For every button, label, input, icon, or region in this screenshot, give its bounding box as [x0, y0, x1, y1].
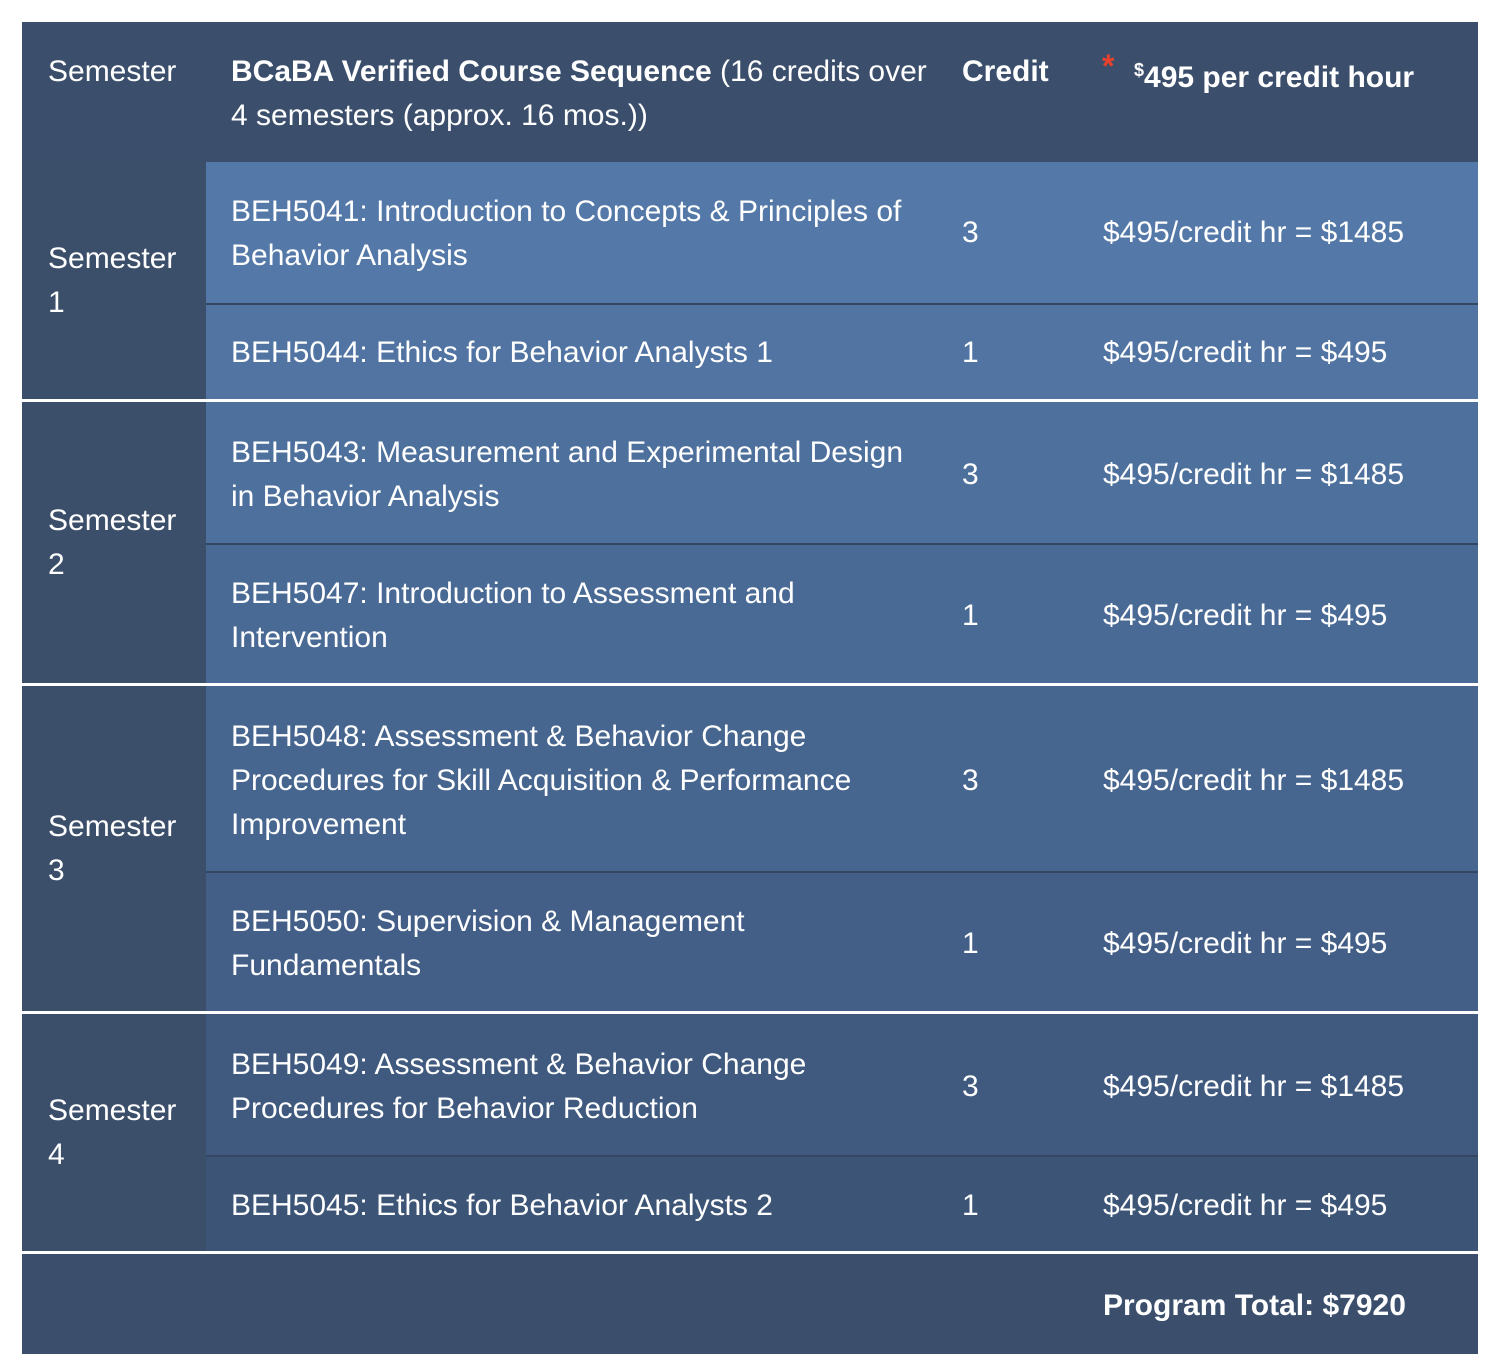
header-sequence-rest: (16 credits over 4 semesters (approx. 16… — [231, 55, 927, 132]
course-name: BEH5049: Assessment & Behavior Change Pr… — [231, 1048, 807, 1125]
table-row: BEH5048: Assessment & Behavior Change Pr… — [206, 686, 1478, 871]
course-credit: 3 — [962, 1070, 979, 1103]
table-row: BEH5043: Measurement and Experimental De… — [206, 402, 1478, 543]
course-name: BEH5045: Ethics for Behavior Analysts 2 — [231, 1189, 773, 1222]
course-credit: 3 — [962, 764, 979, 797]
course-cost: $495/credit hr = $1485 — [1103, 764, 1405, 797]
header-course-sequence: BCaBA Verified Course Sequence (16 credi… — [231, 50, 931, 138]
course-name: BEH5043: Measurement and Experimental De… — [231, 436, 904, 513]
header-semester: Semester — [48, 55, 177, 88]
course-credit: 1 — [962, 599, 979, 632]
course-cost: $495/credit hr = $495 — [1103, 1189, 1388, 1222]
course-cost: $495/credit hr = $495 — [1103, 336, 1388, 369]
course-table: Semester BCaBA Verified Course Sequence … — [22, 22, 1478, 1354]
semester-label: Semester 4 — [48, 1093, 177, 1171]
header-credit: Credit — [962, 55, 1049, 88]
course-cost: $495/credit hr = $1485 — [1103, 458, 1405, 491]
rate-asterisk: * — [1102, 48, 1115, 84]
header-row: Semester BCaBA Verified Course Sequence … — [22, 22, 1478, 162]
course-credit: 1 — [962, 1189, 979, 1222]
course-name: BEH5048: Assessment & Behavior Change Pr… — [231, 720, 852, 841]
semester-cell-2: Semester 2 — [22, 402, 206, 683]
semester-cell-1: Semester 1 — [22, 162, 206, 399]
course-cost: $495/credit hr = $1485 — [1103, 216, 1405, 249]
course-name: BEH5041: Introduction to Concepts & Prin… — [231, 195, 902, 272]
table-row: BEH5049: Assessment & Behavior Change Pr… — [206, 1014, 1478, 1155]
course-credit: 3 — [962, 216, 979, 249]
semester-divider — [22, 683, 1478, 686]
semester-label: Semester 1 — [48, 241, 177, 319]
semester-cell-3: Semester 3 — [22, 686, 206, 1011]
table-divider — [22, 1251, 1478, 1254]
table-row: BEH5045: Ethics for Behavior Analysts 2 … — [206, 1157, 1478, 1251]
course-cost: $495/credit hr = $495 — [1103, 927, 1388, 960]
program-total: Program Total: $7920 — [1103, 1289, 1406, 1322]
rate-text: 495 per credit hour — [1144, 61, 1415, 94]
course-credit: 1 — [962, 336, 979, 369]
semester-divider — [22, 1011, 1478, 1014]
table-row: BEH5041: Introduction to Concepts & Prin… — [206, 162, 1478, 303]
footer-row: Program Total: $7920 — [22, 1254, 1478, 1354]
semester-label: Semester 2 — [48, 503, 177, 581]
semester-cell-4: Semester 4 — [22, 1014, 206, 1251]
course-cost: $495/credit hr = $495 — [1103, 599, 1388, 632]
course-cost: $495/credit hr = $1485 — [1103, 1070, 1405, 1103]
course-credit: 3 — [962, 458, 979, 491]
semester-divider — [22, 399, 1478, 402]
table-row: BEH5044: Ethics for Behavior Analysts 1 … — [206, 305, 1478, 399]
header-rate: $495 per credit hour — [1134, 56, 1414, 100]
table-row: BEH5050: Supervision & Management Fundam… — [206, 873, 1478, 1011]
course-name: BEH5050: Supervision & Management Fundam… — [231, 905, 745, 982]
course-name: BEH5044: Ethics for Behavior Analysts 1 — [231, 336, 773, 369]
table-row: BEH5047: Introduction to Assessment and … — [206, 545, 1478, 683]
course-credit: 1 — [962, 927, 979, 960]
semester-label: Semester 3 — [48, 809, 177, 887]
course-name: BEH5047: Introduction to Assessment and … — [231, 577, 795, 654]
header-sequence-bold: BCaBA Verified Course Sequence — [231, 55, 712, 88]
rate-currency: $ — [1134, 60, 1145, 80]
